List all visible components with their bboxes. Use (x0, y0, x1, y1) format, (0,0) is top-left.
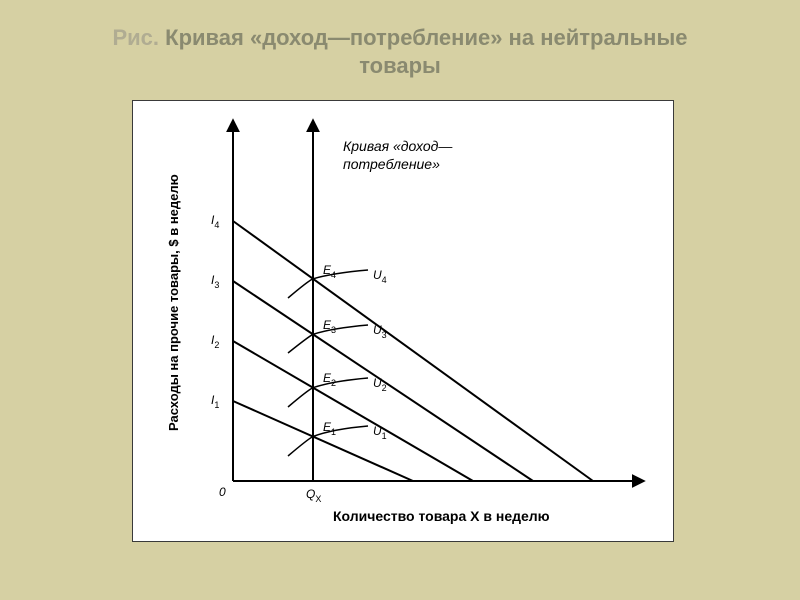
chart-container: 0 QX I1 I2 I3 I4 E1 E2 E3 E4 U1 U2 U3 U4… (132, 100, 674, 542)
i1-label: I1 (211, 393, 219, 410)
slide-title: Рис. Кривая «доход—потребление» на нейтр… (0, 0, 800, 79)
budget-line-3 (233, 281, 533, 481)
u3-label: U3 (373, 323, 387, 340)
qx-label: QX (306, 487, 321, 504)
u1-label: U1 (373, 424, 387, 441)
e2-label: E2 (323, 371, 336, 388)
y-axis-label: Расходы на прочие товары, $ в неделю (166, 174, 181, 431)
chart-svg: 0 QX I1 I2 I3 I4 E1 E2 E3 E4 U1 U2 U3 U4… (133, 101, 673, 541)
i3-label: I3 (211, 273, 219, 290)
income-curve-label-1: Кривая «доход— (343, 138, 453, 154)
u2-label: U2 (373, 376, 387, 393)
slide: Рис. Кривая «доход—потребление» на нейтр… (0, 0, 800, 600)
income-curve-label-2: потребление» (343, 156, 440, 172)
x-axis-label: Количество товара X в неделю (333, 508, 550, 524)
budget-line-4 (233, 221, 593, 481)
title-prefix: Рис. (112, 25, 165, 50)
i4-label: I4 (211, 213, 219, 230)
budget-line-1 (233, 401, 413, 481)
origin-label: 0 (219, 485, 226, 499)
u4-label: U4 (373, 268, 387, 285)
e3-label: E3 (323, 318, 336, 335)
title-line2: товары (359, 53, 441, 78)
e4-label: E4 (323, 263, 336, 280)
i2-label: I2 (211, 333, 219, 350)
e1-label: E1 (323, 420, 336, 437)
title-line1: Кривая «доход—потребление» на нейтральны… (165, 25, 687, 50)
